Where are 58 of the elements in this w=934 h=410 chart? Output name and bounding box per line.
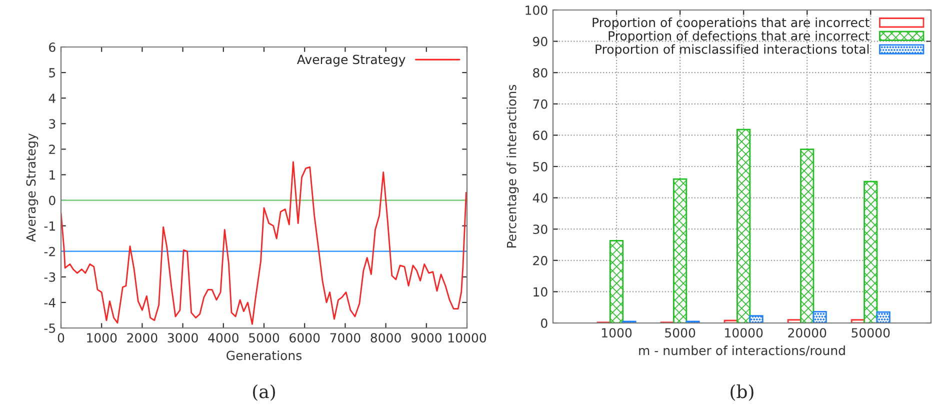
y-tick-label: 40 xyxy=(532,193,548,203)
x-tick-label: 6000 xyxy=(290,333,320,343)
y-tick-label: 20 xyxy=(533,256,548,266)
legend-label: Proportion of cooperations that are incorrect xyxy=(592,18,870,30)
x-tick-label: 3000 xyxy=(168,333,198,343)
bar xyxy=(812,311,827,323)
x-axis-title: Generations xyxy=(226,350,302,360)
x-tick-label: 2000 xyxy=(127,333,158,343)
y-tick-label: 3 xyxy=(49,119,56,129)
y-axis-title: Average Strategy xyxy=(26,133,38,242)
bar xyxy=(876,311,890,323)
y-tick-label: -3 xyxy=(44,272,56,282)
x-tick-label: 10000 xyxy=(725,328,763,338)
legend-label: Proportion of defections that are incorrect xyxy=(608,30,870,43)
y-tick-label: -2 xyxy=(44,246,55,256)
y-tick-label: 60 xyxy=(533,130,548,140)
y-axis-title: Percentage of interactions xyxy=(506,84,519,248)
x-tick-label: 1000 xyxy=(602,328,632,338)
x-tick-label: 5000 xyxy=(249,333,280,343)
x-axis-title: m - number of interactions/round xyxy=(639,346,845,356)
x-tick-label: 9000 xyxy=(411,333,442,343)
bar xyxy=(749,315,764,323)
y-tick-label: 4 xyxy=(48,94,56,103)
y-tick-label: 5 xyxy=(49,68,56,78)
y-tick-label: -4 xyxy=(44,298,56,308)
y-tick-label: 1 xyxy=(50,170,55,180)
text: (a) xyxy=(253,384,275,401)
x-tick-label: 50000 xyxy=(852,328,890,338)
bar xyxy=(864,180,878,323)
x-tick-label: 7000 xyxy=(330,333,360,343)
y-tick-label: 80 xyxy=(533,68,548,78)
y-tick-label: 100 xyxy=(526,5,548,15)
legend-label: Average Strategy xyxy=(296,54,406,67)
y-tick-label: 0 xyxy=(49,196,56,206)
y-tick-label: 50 xyxy=(533,162,548,172)
bar xyxy=(736,128,751,323)
x-tick-label: 10000 xyxy=(448,333,486,343)
legend-label: Proportion of misclassified interactions total xyxy=(596,44,869,56)
y-tick-label: 6 xyxy=(49,42,56,52)
bar xyxy=(609,240,624,323)
text: (b) xyxy=(730,384,754,401)
x-tick-label: 1000 xyxy=(87,333,117,343)
y-tick-label: 2 xyxy=(49,144,55,154)
x-tick-label: 0 xyxy=(58,333,64,343)
y-tick-label: -5 xyxy=(44,324,56,333)
x-tick-label: 4000 xyxy=(208,333,238,343)
line-series xyxy=(61,161,467,325)
y-tick-label: -1 xyxy=(44,221,55,231)
bar xyxy=(673,178,688,323)
bar xyxy=(800,148,814,323)
y-tick-label: 0 xyxy=(541,318,548,328)
x-tick-label: 20000 xyxy=(788,328,826,338)
y-tick-label: 70 xyxy=(533,99,548,109)
y-tick-label: 30 xyxy=(533,224,548,234)
x-tick-label: 5000 xyxy=(665,328,696,338)
y-tick-label: 90 xyxy=(533,36,548,46)
x-tick-label: 8000 xyxy=(370,333,401,343)
y-tick-label: 10 xyxy=(534,287,548,297)
